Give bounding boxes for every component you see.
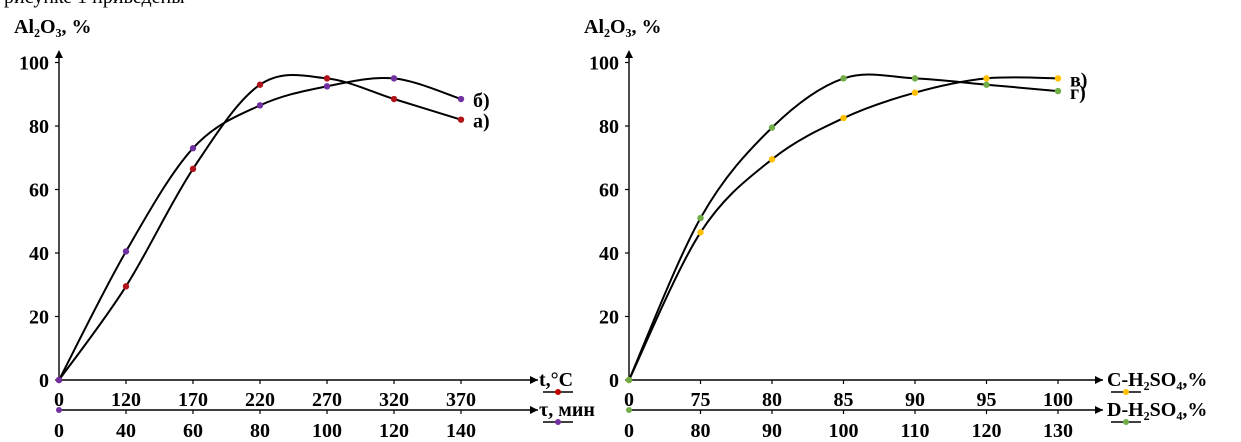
x2-tick-label: 120	[379, 420, 409, 442]
x-tick-label: 90	[905, 389, 925, 411]
x-axis-label: C-H₂SO₄,%	[1107, 369, 1207, 391]
data-point	[457, 116, 465, 123]
data-point	[189, 165, 197, 173]
data-point	[911, 75, 919, 82]
x2-tick-label: 90	[762, 420, 782, 442]
data-point	[1054, 75, 1062, 82]
series-label: в)	[1070, 69, 1087, 91]
y-tick-label: 0	[39, 370, 49, 392]
x2-tick-label: 110	[901, 420, 930, 442]
x-tick-label: 120	[111, 389, 141, 411]
axis-legend-marker	[1123, 389, 1129, 395]
x2-axis-arrow	[1095, 406, 1103, 414]
y-tick-label: 20	[29, 307, 49, 329]
data-point	[768, 156, 776, 163]
data-point	[768, 124, 776, 131]
data-point	[840, 75, 847, 82]
x-axis-label: t,°C	[539, 369, 573, 391]
data-point	[122, 248, 130, 255]
y-tick-label: 0	[609, 370, 619, 392]
y-tick-label: 20	[599, 307, 619, 329]
data-point	[122, 283, 130, 290]
data-point	[323, 75, 331, 82]
data-point	[457, 95, 465, 103]
x2-axis-label: D-H₂SO₄,%	[1107, 399, 1207, 421]
axis2-origin-marker	[56, 407, 62, 413]
chart-panel-1: Al₂O₃, % 0 20 40 60 80 100 0 120 170 220 270 320 370 t…	[14, 16, 595, 442]
figure-caption: рисунке 1 приведены	[4, 0, 185, 9]
x-tick-label: 75	[691, 389, 711, 411]
x-tick-label: 0	[54, 389, 64, 411]
data-point	[840, 114, 847, 122]
chart-panel-2: Al₂O₃, % 0 20 40 60 80 100 0 75 80 85 90 95 100 C-H₂SO…	[584, 16, 1207, 442]
y-tick-label: 60	[29, 180, 49, 202]
y-tick-label: 80	[29, 116, 49, 138]
y-tick-label: 80	[599, 116, 619, 138]
x-tick-label: 0	[624, 389, 634, 411]
axis2-origin-marker	[626, 407, 632, 413]
y-axis-arrow	[625, 50, 633, 58]
y-tick-label: 100	[589, 53, 619, 75]
data-point	[625, 376, 633, 384]
series-label: а)	[473, 111, 490, 133]
data-point	[256, 102, 264, 109]
data-point	[983, 75, 990, 82]
x-tick-label: 170	[178, 389, 208, 411]
data-point	[983, 81, 990, 88]
y-tick-label: 40	[599, 243, 619, 265]
x2-axis-arrow	[530, 406, 538, 414]
series-line-1	[628, 76, 1059, 381]
x-tick-label: 80	[762, 389, 782, 411]
data-point	[390, 75, 398, 82]
data-point	[390, 95, 398, 103]
series-label: б)	[473, 90, 490, 112]
x-tick-label: 95	[977, 389, 997, 411]
x2-tick-label: 130	[1043, 420, 1073, 442]
data-point	[911, 89, 919, 96]
x2-tick-label: 40	[116, 420, 136, 442]
x2-tick-label: 100	[829, 420, 859, 442]
y-tick-label: 100	[19, 53, 49, 75]
x-tick-label: 220	[245, 389, 275, 411]
data-point	[256, 81, 264, 88]
x2-tick-label: 100	[312, 420, 342, 442]
x-tick-label: 270	[312, 389, 342, 411]
data-point	[189, 145, 197, 152]
series-label: г)	[1070, 82, 1086, 104]
data-point	[1054, 87, 1062, 95]
x2-axis-label: τ, мин	[539, 399, 595, 421]
data-point	[55, 376, 63, 384]
x2-tick-label: 80	[691, 420, 711, 442]
axis-legend-marker	[555, 389, 561, 395]
axis-legend-marker	[555, 419, 561, 425]
x2-tick-label: 0	[54, 420, 64, 442]
x-tick-label: 370	[446, 389, 476, 411]
axis-legend-marker	[1123, 419, 1129, 425]
x2-tick-label: 80	[250, 420, 270, 442]
y-tick-label: 60	[599, 180, 619, 202]
y-axis-label: Al₂O₃, %	[14, 16, 92, 38]
x2-tick-label: 120	[972, 420, 1002, 442]
x-axis-arrow	[530, 376, 538, 384]
y-axis-arrow	[55, 50, 63, 58]
x-tick-label: 100	[1043, 389, 1073, 411]
data-point	[697, 214, 704, 222]
x2-tick-label: 60	[183, 420, 203, 442]
y-axis-label: Al₂O₃, %	[584, 16, 662, 38]
data-point	[697, 229, 704, 236]
x-axis-arrow	[1095, 376, 1103, 384]
series-line-1	[58, 74, 462, 381]
series-line-2	[58, 76, 462, 381]
x-tick-label: 85	[834, 389, 854, 411]
x2-tick-label: 140	[446, 420, 476, 442]
data-point	[323, 83, 331, 90]
y-tick-label: 40	[29, 243, 49, 265]
x2-tick-label: 0	[624, 420, 634, 442]
x-tick-label: 320	[379, 389, 409, 411]
